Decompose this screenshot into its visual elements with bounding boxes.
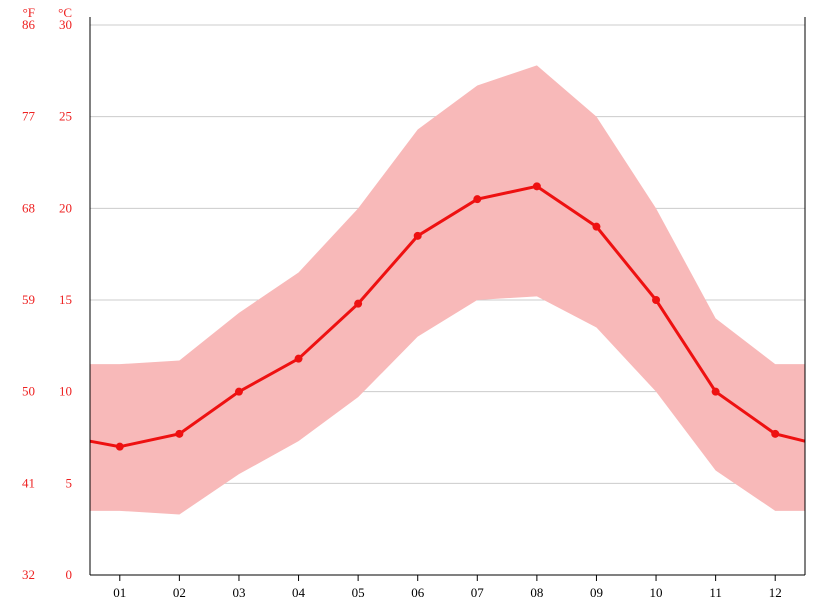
temperature-range-band	[90, 65, 805, 514]
x-tick-label: 09	[590, 585, 603, 600]
mean-marker	[652, 296, 660, 304]
mean-marker	[414, 232, 422, 240]
x-tick-label: 07	[471, 585, 485, 600]
f-tick-label: 50	[22, 384, 35, 399]
chart-canvas: 0102030405060708091011120510152025303241…	[0, 0, 815, 611]
mean-marker	[175, 430, 183, 438]
mean-marker	[473, 195, 481, 203]
x-tick-label: 12	[769, 585, 782, 600]
c-tick-label: 10	[59, 384, 72, 399]
f-tick-label: 77	[22, 109, 36, 124]
mean-marker	[592, 223, 600, 231]
mean-marker	[354, 300, 362, 308]
f-tick-label: 41	[22, 475, 35, 490]
f-tick-label: 59	[22, 292, 35, 307]
mean-marker	[771, 430, 779, 438]
x-tick-label: 03	[232, 585, 245, 600]
mean-marker	[533, 182, 541, 190]
c-unit-label: °C	[58, 5, 72, 20]
c-tick-label: 25	[59, 109, 72, 124]
x-tick-label: 01	[113, 585, 126, 600]
x-tick-label: 06	[411, 585, 425, 600]
x-tick-label: 05	[352, 585, 365, 600]
x-tick-label: 04	[292, 585, 306, 600]
x-tick-label: 08	[530, 585, 543, 600]
f-tick-label: 32	[22, 567, 35, 582]
c-tick-label: 5	[66, 475, 73, 490]
mean-marker	[295, 355, 303, 363]
c-tick-label: 0	[66, 567, 73, 582]
x-tick-label: 10	[650, 585, 663, 600]
mean-marker	[235, 388, 243, 396]
x-tick-label: 11	[709, 585, 722, 600]
f-unit-label: °F	[23, 5, 35, 20]
temperature-chart: 0102030405060708091011120510152025303241…	[0, 0, 815, 611]
x-tick-label: 02	[173, 585, 186, 600]
mean-marker	[116, 443, 124, 451]
f-tick-label: 68	[22, 200, 35, 215]
c-tick-label: 20	[59, 200, 72, 215]
c-tick-label: 15	[59, 292, 72, 307]
mean-marker	[712, 388, 720, 396]
